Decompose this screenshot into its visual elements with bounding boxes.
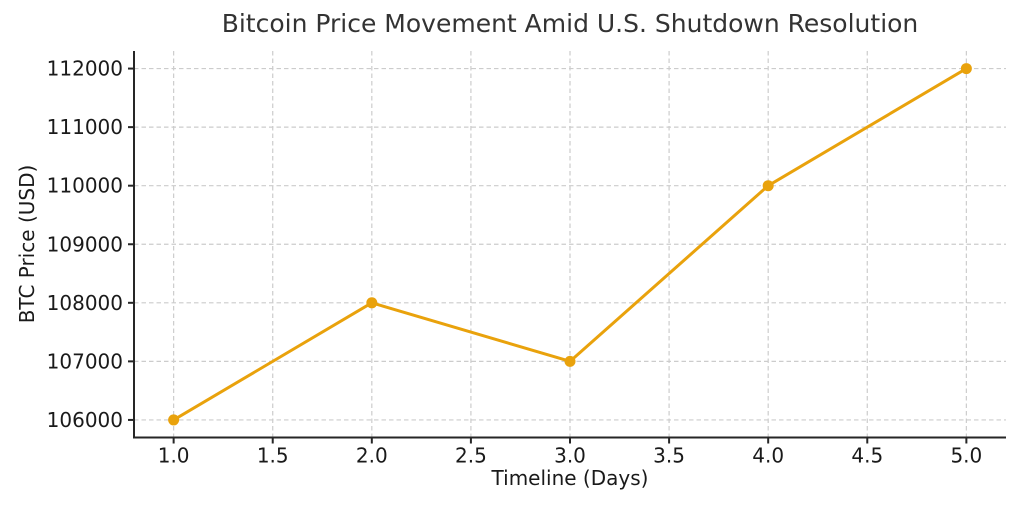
data-point-marker: [564, 355, 576, 367]
x-tick-label: 1.0: [158, 444, 190, 468]
x-tick-label: 5.0: [950, 444, 982, 468]
x-tick-label: 2.5: [455, 444, 487, 468]
data-points: [168, 63, 972, 426]
axes: [128, 51, 1006, 444]
y-tick-label: 112000: [47, 57, 123, 81]
gridlines: [134, 51, 1006, 438]
x-tick-label: 4.5: [851, 444, 883, 468]
y-tick-label: 107000: [47, 349, 123, 373]
x-tick-label: 3.5: [653, 444, 685, 468]
data-point-marker: [960, 63, 972, 75]
x-tick-label: 1.5: [257, 444, 289, 468]
y-tick-label: 106000: [47, 408, 123, 432]
y-tick-label: 109000: [47, 232, 123, 256]
data-point-marker: [366, 297, 378, 309]
y-tick-label: 110000: [47, 174, 123, 198]
x-tick-label: 2.0: [356, 444, 388, 468]
x-tick-label: 3.0: [554, 444, 586, 468]
data-point-marker: [168, 414, 180, 426]
chart-title: Bitcoin Price Movement Amid U.S. Shutdow…: [221, 9, 919, 38]
tick-labels: 1.0 1.5 2.0 2.5 3.0 3.5 4.0 4.5 5.0 106000 107000 1…: [47, 57, 983, 468]
data-point-marker: [762, 180, 774, 192]
x-tick-label: 4.0: [752, 444, 784, 468]
y-tick-label: 111000: [47, 115, 123, 139]
x-axis-label: Timeline (Days): [491, 466, 649, 490]
y-tick-label: 108000: [47, 291, 123, 315]
